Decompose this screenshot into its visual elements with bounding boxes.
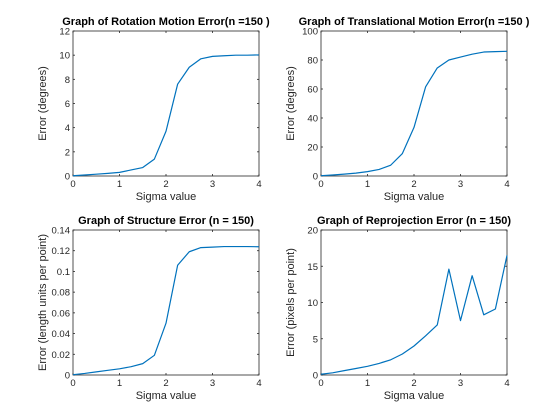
x-axis-label: Sigma value	[384, 191, 445, 203]
x-tick-label: 3	[458, 378, 463, 389]
y-tick-label: 0.06	[52, 308, 71, 319]
chart-title: Graph of Reprojection Error (n = 150)	[317, 215, 511, 227]
x-tick-label: 2	[411, 378, 416, 389]
x-tick-label: 4	[256, 179, 261, 190]
x-tick-label: 2	[163, 179, 168, 190]
y-tick-label: 10	[307, 298, 318, 309]
x-tick-label: 1	[117, 179, 122, 190]
y-tick-label: 6	[65, 99, 70, 110]
x-tick-label: 4	[504, 179, 509, 190]
x-axis-label: Sigma value	[136, 390, 197, 402]
y-tick-label: 0.02	[52, 350, 71, 361]
y-tick-label: 0	[65, 172, 70, 183]
y-tick-label: 100	[302, 27, 318, 38]
x-tick-label: 1	[365, 378, 370, 389]
y-tick-label: 0	[313, 172, 318, 183]
y-tick-label: 5	[313, 334, 318, 345]
y-tick-label: 8	[65, 75, 70, 86]
x-tick-label: 2	[411, 179, 416, 190]
y-tick-label: 40	[307, 114, 318, 125]
y-tick-label: 2	[65, 147, 70, 158]
x-tick-label: 0	[70, 378, 75, 389]
plot-area	[72, 30, 260, 177]
x-axis-label: Sigma value	[384, 390, 445, 402]
y-tick-label: 10	[59, 51, 70, 62]
y-tick-label: 0.08	[52, 288, 71, 299]
y-axis-label: Error (degrees)	[285, 66, 297, 141]
y-tick-label: 0	[65, 371, 70, 382]
y-tick-label: 0.14	[52, 226, 71, 237]
x-tick-label: 3	[210, 179, 215, 190]
x-tick-label: 3	[210, 378, 215, 389]
y-tick-label: 0	[313, 371, 318, 382]
y-tick-label: 0.04	[52, 329, 71, 340]
x-tick-label: 1	[365, 179, 370, 190]
y-tick-label: 0.1	[57, 267, 70, 278]
x-tick-label: 4	[504, 378, 509, 389]
chart-title: Graph of Rotation Motion Error(n =150 )	[62, 16, 270, 28]
series-line	[72, 54, 260, 177]
x-tick-label: 0	[318, 179, 323, 190]
x-tick-label: 0	[70, 179, 75, 190]
x-tick-label: 0	[318, 378, 323, 389]
y-axis-label: Error (length units per point)	[37, 234, 49, 371]
y-tick-label: 20	[307, 226, 318, 237]
y-tick-label: 20	[307, 143, 318, 154]
plot-area	[320, 229, 508, 376]
y-axis-label: Error (pixels per point)	[285, 248, 297, 357]
y-tick-label: 15	[307, 262, 318, 273]
series-line	[320, 255, 508, 375]
y-tick-label: 60	[307, 85, 318, 96]
plot-area	[320, 30, 508, 177]
chart-title: Graph of Structure Error (n = 150)	[78, 215, 254, 227]
x-tick-label: 1	[117, 378, 122, 389]
y-tick-label: 4	[65, 123, 70, 134]
y-tick-label: 12	[59, 27, 70, 38]
x-tick-label: 3	[458, 179, 463, 190]
chart-3: 0 1 2 3 4 0 0.02 0.04 0.06 0.08 0.1 0.12 0.14 Graph o…	[37, 215, 262, 402]
x-tick-label: 4	[256, 378, 261, 389]
chart-title: Graph of Translational Motion Error(n =1…	[299, 16, 530, 28]
x-tick-label: 2	[163, 378, 168, 389]
plot-area	[72, 229, 260, 376]
y-tick-label: 80	[307, 56, 318, 67]
y-tick-label: 0.12	[52, 246, 71, 257]
x-axis-label: Sigma value	[136, 191, 197, 203]
series-line	[72, 245, 260, 376]
series-line	[320, 50, 508, 177]
y-axis-label: Error (degrees)	[37, 66, 49, 141]
